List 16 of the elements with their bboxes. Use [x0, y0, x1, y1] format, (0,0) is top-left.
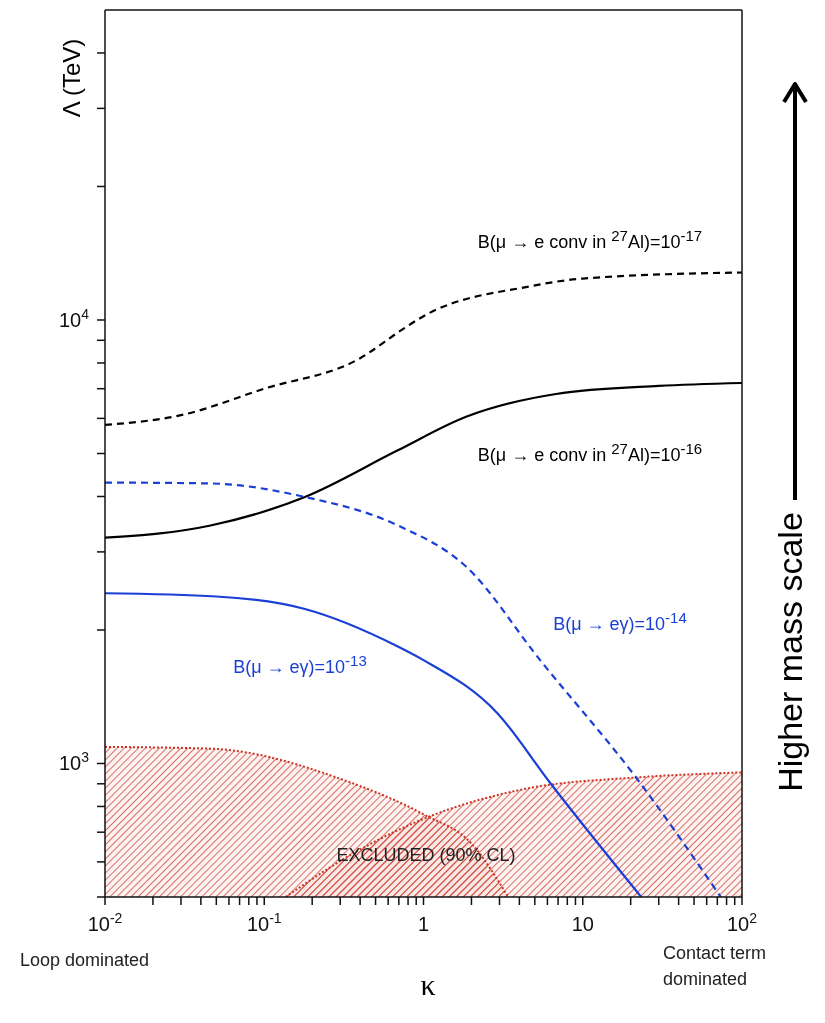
x-tick-label: 1	[417, 913, 430, 935]
x-tick-label: 10$^{-1}$	[246, 910, 282, 935]
series-label: B(μ → eγ)=10$^{-14}$	[553, 609, 687, 635]
text: Loop dominated	[20, 950, 150, 971]
series-label: B(μ → e conv in $^{27}$Al)=10$^{-17}$	[477, 227, 703, 253]
y-tick-label: 10$^{4}$	[58, 305, 90, 331]
series-label: B(μ → e conv in $^{27}$Al)=10$^{-16}$	[477, 440, 703, 466]
series-label: B(μ → eγ)=10$^{-13}$	[233, 652, 367, 678]
y-axis-title: Λ (TeV)	[58, 37, 86, 120]
y-tick-label: 10$^{3}$	[58, 749, 90, 775]
x-tick-label: 10	[571, 913, 594, 935]
x-tick-label: 10$^{2}$	[726, 910, 758, 935]
text: Higher mass scale	[771, 511, 810, 794]
x-tick-label: 10$^{-2}$	[87, 910, 123, 935]
x-axis-title: κ	[419, 968, 437, 1002]
text: Contact term dominated	[663, 942, 768, 991]
